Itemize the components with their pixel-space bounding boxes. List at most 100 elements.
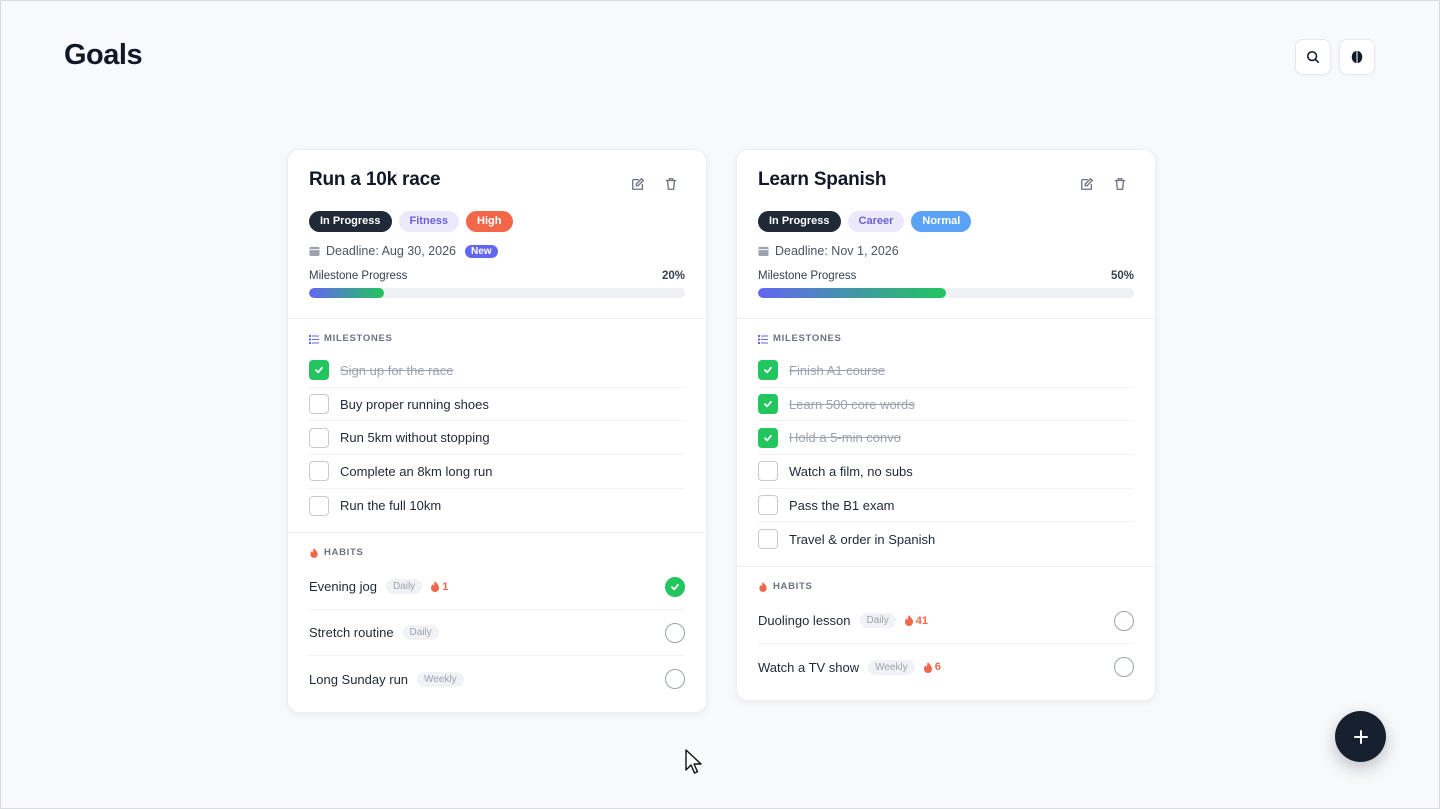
milestone-checkbox[interactable] — [758, 495, 778, 516]
progress-percent: 20% — [661, 270, 685, 282]
card-tools — [631, 177, 678, 196]
milestone-checkbox[interactable] — [758, 461, 778, 482]
milestones-label: MILESTONES — [324, 333, 393, 344]
milestone-checkbox[interactable] — [309, 461, 329, 482]
calendar-icon — [758, 246, 769, 257]
habit-streak: 1 — [430, 581, 448, 593]
milestone-text: Complete an 8km long run — [340, 463, 493, 479]
progress-fill — [758, 288, 946, 298]
milestones-heading: MILESTONES — [309, 333, 685, 344]
progress-row: Milestone Progress 50% — [758, 270, 1134, 282]
habit-item: Watch a TV show Weekly 6 — [758, 644, 1134, 690]
streak-count: 6 — [934, 661, 941, 674]
milestone-checkbox[interactable] — [758, 360, 778, 381]
habit-toggle[interactable] — [1114, 610, 1134, 631]
delete-button[interactable] — [1113, 177, 1127, 196]
edit-button[interactable] — [631, 177, 645, 196]
habits-heading: HABITS — [758, 581, 1134, 592]
add-goal-button[interactable] — [1335, 711, 1386, 762]
goal-card-header: Learn Spanish In Progress Career Normal … — [737, 150, 1155, 318]
goal-card: Run a 10k race In Progress Fitness High … — [287, 149, 707, 714]
milestone-checkbox[interactable] — [309, 427, 329, 448]
milestone-checkbox[interactable] — [758, 529, 778, 550]
card-tools — [1080, 177, 1127, 196]
milestone-item: Pass the B1 exam — [758, 489, 1134, 523]
deadline-row: Deadline: Nov 1, 2026 — [758, 242, 1134, 260]
deadline-text: Deadline: Nov 1, 2026 — [775, 244, 899, 258]
habit-list: Evening jog Daily 1 Stretch routine Daily Lon… — [309, 564, 685, 702]
milestone-item: Run 5km without stopping — [309, 421, 685, 456]
category-badge: Fitness — [398, 211, 460, 232]
milestones-label: MILESTONES — [773, 333, 842, 344]
habits-section: HABITS Duolingo lesson Daily 41 Watch a TV … — [737, 566, 1155, 700]
habit-frequency: Weekly — [417, 671, 464, 687]
habit-frequency: Daily — [385, 579, 423, 595]
flame-icon — [923, 661, 932, 673]
milestone-checkbox[interactable] — [309, 495, 329, 516]
list-icon — [309, 334, 319, 344]
milestone-text: Run 5km without stopping — [340, 430, 490, 446]
theme-icon — [1351, 50, 1363, 64]
top-actions — [1295, 39, 1375, 75]
habit-toggle[interactable] — [665, 622, 685, 643]
plus-icon — [1353, 729, 1368, 744]
milestone-item: Buy proper running shoes — [309, 388, 685, 422]
progress-label: Milestone Progress — [309, 270, 408, 282]
category-badge: Career — [847, 211, 905, 232]
edit-icon — [1081, 177, 1094, 190]
habit-streak: 6 — [923, 661, 941, 673]
flame-icon — [310, 547, 318, 558]
trash-icon — [665, 178, 677, 190]
delete-button[interactable] — [664, 177, 678, 196]
progress-label: Milestone Progress — [758, 270, 857, 282]
milestone-checkbox[interactable] — [758, 427, 778, 448]
milestone-item: Watch a film, no subs — [758, 455, 1134, 489]
progress-percent: 50% — [1110, 270, 1134, 282]
habit-item: Evening jog Daily 1 — [309, 564, 685, 611]
milestone-checkbox[interactable] — [309, 360, 329, 381]
flame-icon — [904, 615, 913, 627]
search-icon — [1306, 50, 1320, 64]
goal-tags: In Progress Fitness High — [309, 211, 685, 232]
milestone-item: Hold a 5-min convo — [758, 421, 1134, 456]
check-icon — [764, 434, 772, 441]
milestone-item: Travel & order in Spanish — [758, 522, 1134, 556]
trash-icon — [1114, 178, 1126, 190]
goal-title: Run a 10k race — [309, 169, 441, 190]
milestone-list: Sign up for the race Buy proper running s… — [309, 354, 685, 522]
progress-bar — [758, 288, 1134, 298]
check-icon — [764, 367, 772, 374]
edit-icon — [632, 177, 645, 190]
habit-toggle[interactable] — [665, 576, 685, 597]
edit-button[interactable] — [1080, 177, 1094, 196]
milestone-text: Run the full 10km — [340, 498, 442, 514]
goal-tags: In Progress Career Normal — [758, 211, 1134, 232]
milestone-checkbox[interactable] — [309, 394, 329, 415]
habit-frequency: Daily — [859, 613, 896, 629]
milestones-section: MILESTONES Sign up for the race Buy prope… — [288, 318, 706, 532]
milestone-item: Finish A1 course — [758, 354, 1134, 388]
milestone-checkbox[interactable] — [758, 394, 778, 415]
habits-heading: HABITS — [309, 547, 685, 558]
page-title: Goals — [64, 39, 143, 71]
milestone-text: Pass the B1 exam — [789, 497, 895, 513]
goal-card: Learn Spanish In Progress Career Normal … — [736, 149, 1156, 702]
search-button[interactable] — [1295, 39, 1331, 75]
check-icon — [671, 583, 679, 591]
progress-fill — [309, 288, 385, 298]
habit-name: Duolingo lesson — [758, 613, 851, 629]
habit-streak: 41 — [904, 615, 928, 627]
habit-item: Stretch routine Daily — [309, 610, 685, 657]
goal-title: Learn Spanish — [758, 169, 887, 190]
progress-bar — [309, 288, 685, 298]
habit-toggle[interactable] — [665, 669, 685, 690]
habits-section: HABITS Evening jog Daily 1 Stretch routine D… — [288, 532, 706, 712]
deadline-row: Deadline: Aug 30, 2026 New — [309, 242, 685, 260]
milestone-item: Run the full 10km — [309, 489, 685, 523]
habit-toggle[interactable] — [1114, 657, 1134, 678]
theme-button[interactable] — [1339, 39, 1375, 75]
milestone-text: Finish A1 course — [789, 362, 886, 378]
flame-icon — [431, 581, 440, 593]
habit-name: Long Sunday run — [309, 671, 409, 687]
deadline-text: Deadline: Aug 30, 2026 — [326, 244, 456, 258]
